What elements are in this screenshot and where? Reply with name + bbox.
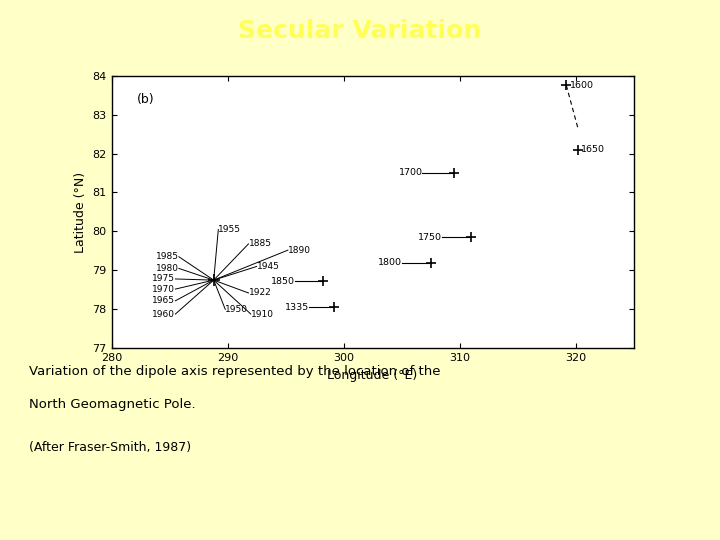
Text: 1750: 1750 <box>418 233 442 242</box>
Text: (After Fraser-Smith, 1987): (After Fraser-Smith, 1987) <box>29 441 191 454</box>
Text: 1700: 1700 <box>398 168 423 178</box>
Text: 1922: 1922 <box>248 288 271 298</box>
Text: 1965: 1965 <box>153 296 176 305</box>
Text: North Geomagnetic Pole.: North Geomagnetic Pole. <box>29 397 195 411</box>
Text: 1885: 1885 <box>248 239 271 248</box>
Text: 1960: 1960 <box>153 309 176 319</box>
Text: 1850: 1850 <box>271 277 295 286</box>
X-axis label: Longitude (°E): Longitude (°E) <box>328 369 418 382</box>
Text: 1910: 1910 <box>251 309 274 319</box>
Text: 1890: 1890 <box>288 246 311 255</box>
Text: Variation of the dipole axis represented by the location of the: Variation of the dipole axis represented… <box>29 365 441 379</box>
Text: 1970: 1970 <box>153 285 176 294</box>
Text: 1980: 1980 <box>156 264 179 273</box>
Text: 1985: 1985 <box>156 252 179 261</box>
Text: 1335: 1335 <box>284 303 309 312</box>
Text: Secular Variation: Secular Variation <box>238 19 482 43</box>
Text: 1600: 1600 <box>570 81 594 90</box>
Text: 1650: 1650 <box>581 145 606 154</box>
Text: 1945: 1945 <box>256 262 279 271</box>
Text: 1955: 1955 <box>218 225 241 234</box>
Text: 1975: 1975 <box>153 274 176 284</box>
Text: 1950: 1950 <box>225 305 248 314</box>
Text: (b): (b) <box>137 93 155 106</box>
Text: 1800: 1800 <box>377 258 402 267</box>
Y-axis label: Latitude (°N): Latitude (°N) <box>74 171 87 253</box>
